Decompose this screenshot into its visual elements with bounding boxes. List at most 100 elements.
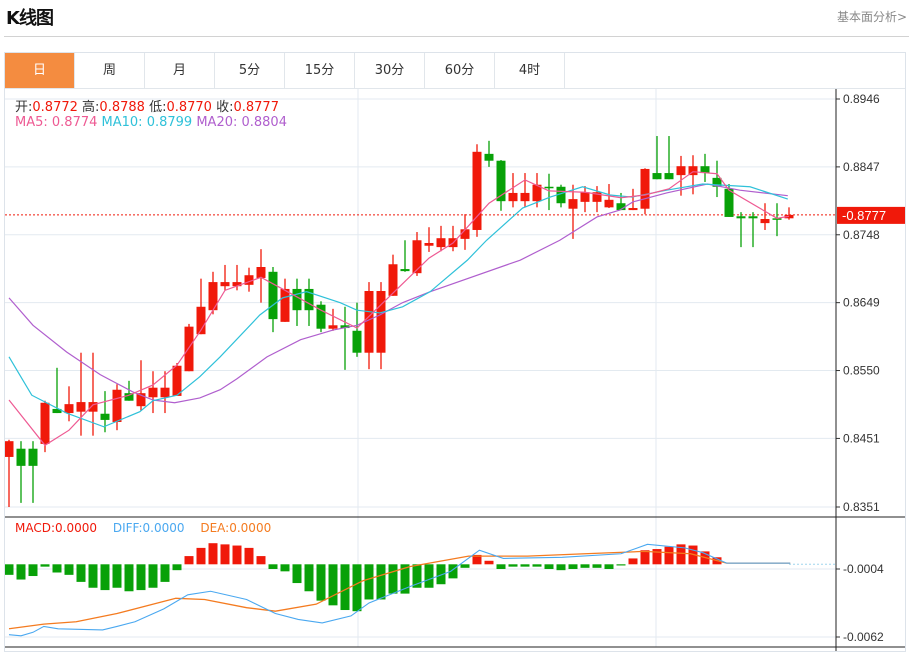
macd-bar xyxy=(160,564,170,582)
candle xyxy=(100,391,110,433)
candle xyxy=(412,232,422,276)
tab-month[interactable]: 月 xyxy=(145,53,215,88)
candle-body xyxy=(640,168,650,209)
ma10-line xyxy=(8,183,788,428)
candle xyxy=(772,203,782,237)
candle xyxy=(88,352,98,436)
candle-body xyxy=(436,238,446,248)
candle-body xyxy=(100,413,110,420)
candle xyxy=(364,282,374,370)
dea-line xyxy=(8,550,791,630)
price-tick-label: 0.8748 xyxy=(843,228,880,242)
macd-bar xyxy=(88,564,98,588)
tab-15min[interactable]: 15分 xyxy=(285,53,355,88)
candle-body xyxy=(64,404,74,414)
candle xyxy=(220,264,230,291)
candle xyxy=(748,212,758,248)
candle-body xyxy=(304,288,314,311)
macd-bar xyxy=(496,564,506,569)
macd-tick-label: -0.0004 xyxy=(843,562,884,576)
candle xyxy=(4,439,14,507)
macd-bar xyxy=(16,564,26,580)
candle xyxy=(688,155,698,195)
macd-bar xyxy=(376,564,386,600)
candle xyxy=(640,168,650,215)
period-tabs: 日 周 月 5分 15分 30分 60分 4时 xyxy=(5,53,905,89)
candle-body xyxy=(148,387,158,398)
price-tick-label: 0.8351 xyxy=(843,500,880,514)
macd-tick-label: -0.0062 xyxy=(843,630,884,644)
candle xyxy=(484,140,494,167)
fundamental-analysis-link[interactable]: 基本面分析> xyxy=(836,10,907,24)
candle xyxy=(292,278,302,326)
candle xyxy=(460,214,470,250)
candle-body xyxy=(688,166,698,176)
candle-body xyxy=(340,325,350,329)
candle-body xyxy=(172,365,182,396)
candle-body xyxy=(652,173,662,180)
macd-bar xyxy=(208,543,218,565)
macd-bar xyxy=(652,549,662,565)
macd-bar xyxy=(364,564,374,600)
candle-body xyxy=(76,402,86,412)
candle-body xyxy=(364,291,374,353)
candle xyxy=(532,173,542,208)
candle-body xyxy=(772,218,782,220)
macd-bar xyxy=(28,564,38,577)
candle-body xyxy=(532,184,542,202)
macd-bar xyxy=(304,564,314,592)
candle-body xyxy=(352,330,362,353)
candle xyxy=(340,306,350,370)
close-value: 0.8777 xyxy=(233,100,279,115)
candle xyxy=(124,380,134,401)
candle xyxy=(556,184,566,208)
page-title: K线图 xyxy=(6,8,54,29)
candle-body xyxy=(616,203,626,211)
candle-body xyxy=(388,264,398,296)
macd-bar xyxy=(472,554,482,565)
candle-body xyxy=(376,291,386,353)
macd-bar xyxy=(112,564,122,588)
macd-bar xyxy=(40,564,50,567)
candle-body xyxy=(196,306,206,335)
ma-legend: MA5: 0.8774 MA10: 0.8799 MA20: 0.8804 xyxy=(15,115,287,130)
macd-bar xyxy=(676,544,686,565)
candle-body xyxy=(112,389,122,422)
candle xyxy=(736,212,746,248)
candle-body xyxy=(556,186,566,204)
macd-bar xyxy=(436,564,446,585)
tab-week[interactable]: 周 xyxy=(75,53,145,88)
candle xyxy=(268,267,278,333)
candle-body xyxy=(544,186,554,189)
candle xyxy=(400,240,410,272)
last-price-label: -0.8777 xyxy=(842,208,886,223)
tab-4hour[interactable]: 4时 xyxy=(495,53,565,88)
tab-60min[interactable]: 60分 xyxy=(425,53,495,88)
candle xyxy=(316,301,326,333)
macd-bar xyxy=(244,547,254,565)
macd-bar xyxy=(100,564,110,591)
low-label: 低: xyxy=(149,100,167,115)
candle-body xyxy=(760,219,770,224)
macd-bar xyxy=(664,546,674,565)
candle-body xyxy=(508,192,518,202)
dea-value: DEA:0.0000 xyxy=(200,521,272,535)
candle-body xyxy=(700,166,710,174)
macd-bar xyxy=(616,564,626,566)
candle-body xyxy=(592,192,602,202)
candle-body xyxy=(292,288,302,311)
ma20-line xyxy=(8,183,788,404)
tab-30min[interactable]: 30分 xyxy=(355,53,425,88)
candle xyxy=(388,254,398,296)
price-tick-label: 0.8649 xyxy=(843,296,880,310)
tab-day[interactable]: 日 xyxy=(5,53,75,88)
candle-body xyxy=(400,269,410,272)
tab-5min[interactable]: 5分 xyxy=(215,53,285,88)
candle-body xyxy=(712,177,722,187)
candle xyxy=(148,371,158,414)
macd-bar xyxy=(580,564,590,568)
macd-bar xyxy=(76,564,86,582)
macd-bar xyxy=(628,558,638,565)
candle xyxy=(652,136,662,180)
